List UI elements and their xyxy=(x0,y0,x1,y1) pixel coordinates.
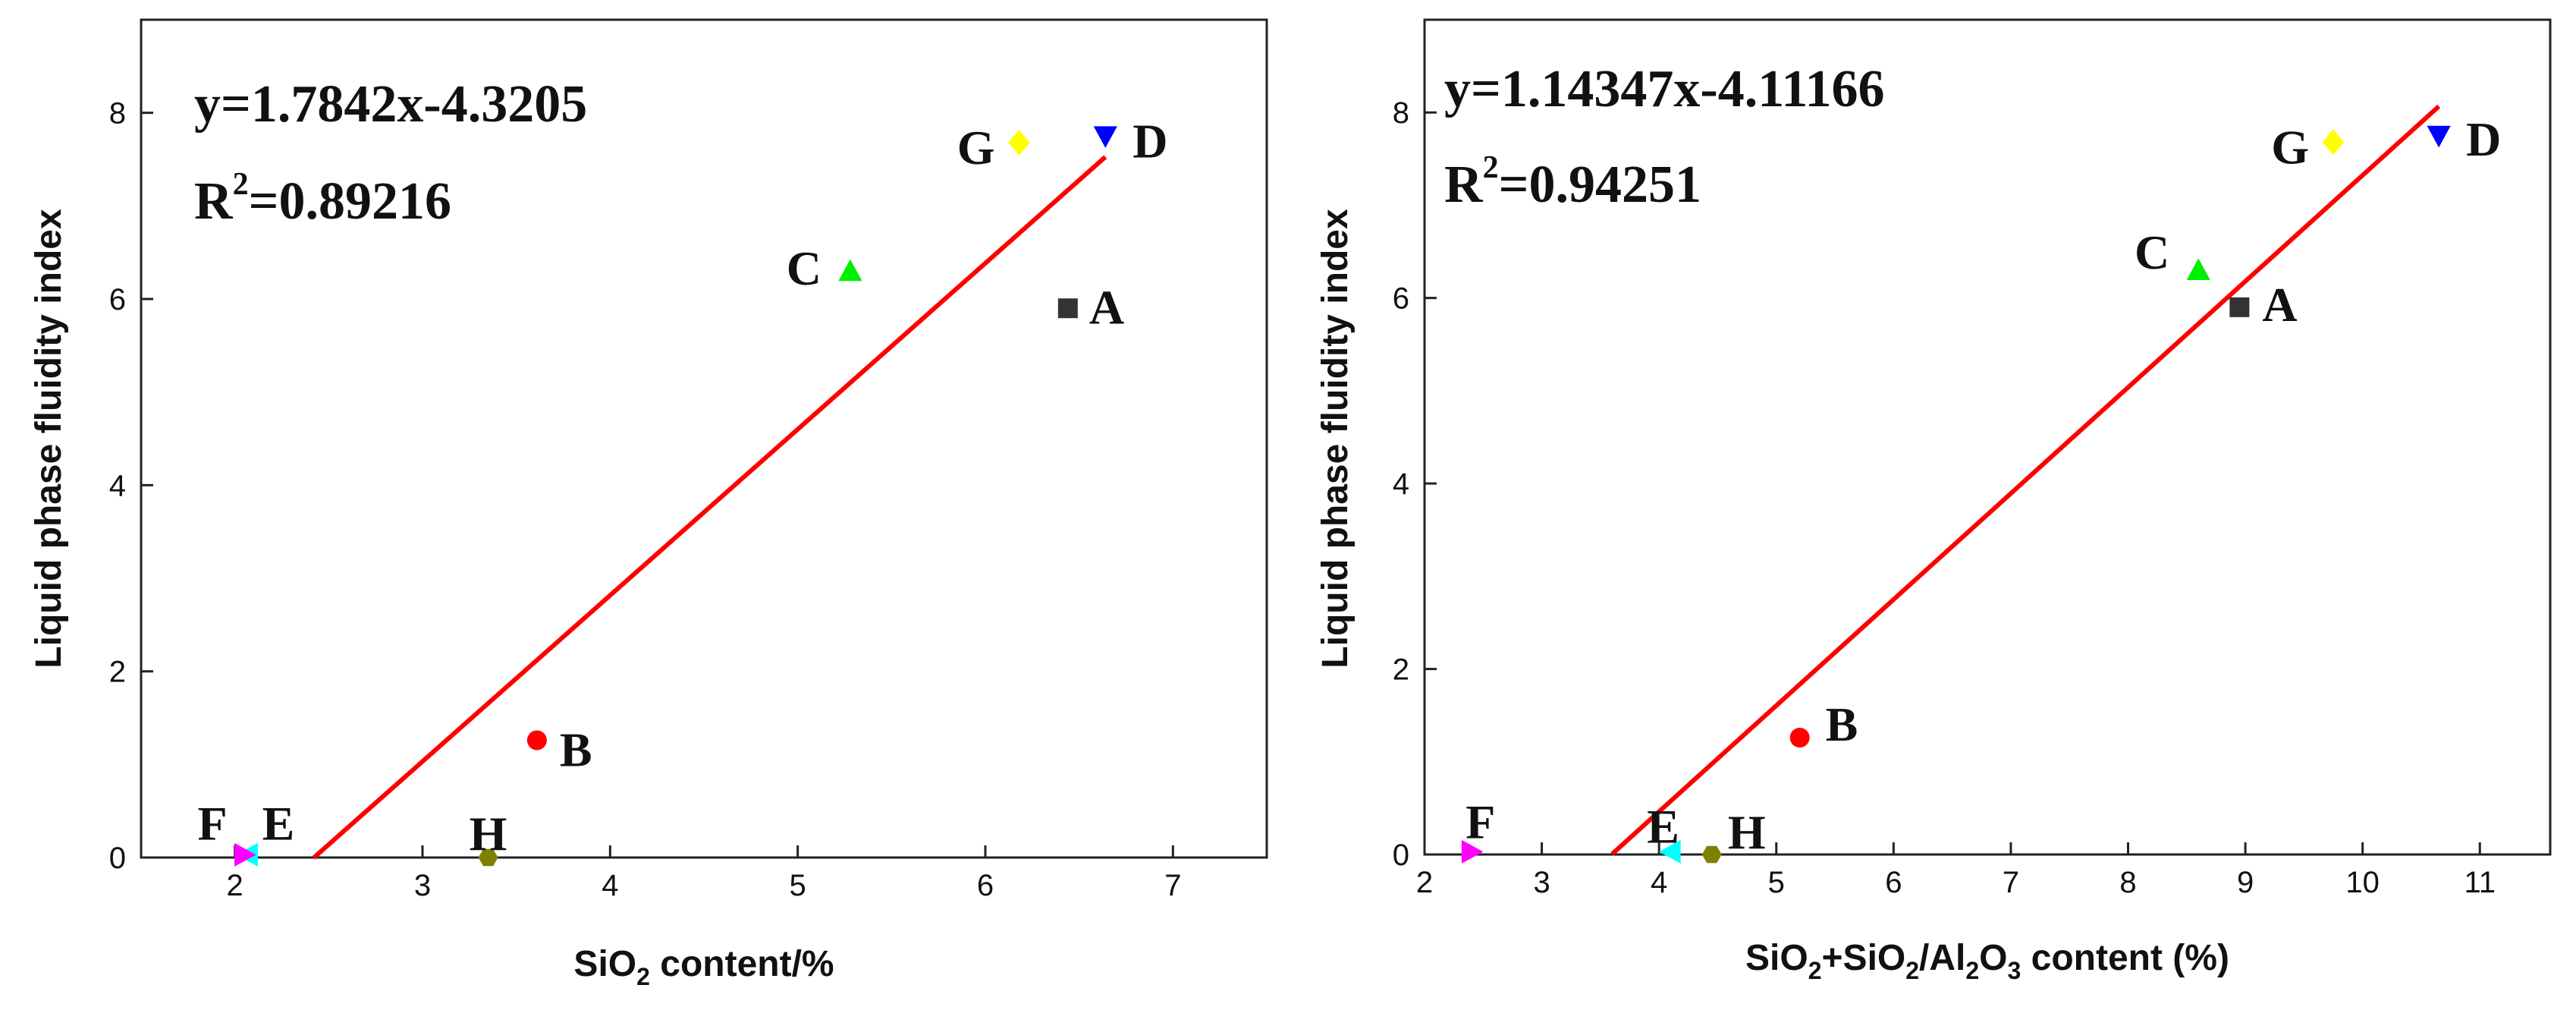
x-tick-label: 5 xyxy=(790,869,806,902)
x-tick-label: 11 xyxy=(2464,866,2496,899)
x-tick-label: 4 xyxy=(602,869,618,902)
plot-area-left xyxy=(140,18,1268,859)
data-point-b xyxy=(526,730,547,751)
chart-left: 2 3 4 5 6 7 0 2 4 6 8 A B C D EF G H y=1.7842x-4.3205 R2… xyxy=(29,18,1268,990)
data-point-c xyxy=(2186,258,2210,280)
x-tick-label: 9 xyxy=(2237,866,2254,899)
r-squared-right: R2=0.94251 xyxy=(1444,150,1701,214)
equation-right: y=1.14347x-4.11166 xyxy=(1444,60,1884,118)
x-tick-label: 7 xyxy=(1164,869,1181,902)
data-point-a xyxy=(1057,298,1078,319)
y-tick-label: 8 xyxy=(109,97,126,131)
y-axis-title-right: Liquid phase fluidity index xyxy=(1315,209,1356,669)
point-label-e: E xyxy=(1647,799,1679,853)
equation-left: y=1.7842x-4.3205 xyxy=(194,75,587,134)
x-tick-label: 7 xyxy=(2003,866,2019,899)
data-point-h xyxy=(478,848,498,867)
point-label-f: F xyxy=(197,796,227,850)
y-axis-title-left: Liquid phase fluidity index xyxy=(29,209,69,669)
fit-line-left xyxy=(312,155,1107,860)
data-point-f xyxy=(234,842,256,867)
point-label-d: D xyxy=(1132,114,1167,168)
x-tick-label: 2 xyxy=(1416,866,1433,899)
x-tick-label: 8 xyxy=(2119,866,2136,899)
r-squared-left: R2=0.89216 xyxy=(194,167,451,231)
y-tick-label: 6 xyxy=(109,283,126,316)
point-label-b: B xyxy=(560,722,592,776)
point-label-g: G xyxy=(2271,120,2309,174)
y-tick-label: 0 xyxy=(109,842,126,875)
point-label-b: B xyxy=(1826,697,1858,751)
point-label-c: C xyxy=(787,241,821,295)
data-point-c xyxy=(838,259,862,282)
point-label-h: H xyxy=(1728,805,1766,859)
point-label-a: A xyxy=(1089,280,1124,334)
points-right: A B C D E F G H xyxy=(1461,112,2501,864)
point-label-f: F xyxy=(1465,795,1495,848)
data-point-b xyxy=(1789,728,1810,747)
x-tick-label: 6 xyxy=(977,869,994,902)
data-point-d xyxy=(2427,125,2451,148)
plot-area-right xyxy=(1423,18,2552,856)
x-tick-label: 2 xyxy=(227,869,243,902)
data-point-h xyxy=(1701,845,1722,864)
x-tick-label: 6 xyxy=(1885,866,1902,899)
x-tick-label: 10 xyxy=(2345,866,2380,899)
x-tick-label: 3 xyxy=(414,869,431,902)
point-label-c: C xyxy=(2135,225,2169,279)
y-tick-label: 2 xyxy=(1393,653,1409,687)
point-label-g: G xyxy=(957,121,995,175)
points-left: A B C D EF G H xyxy=(197,114,1168,867)
x-tick-label: 4 xyxy=(1651,866,1667,899)
x-axis-title-right: SiO2+SiO2/Al2O3 content (%) xyxy=(1745,938,2229,984)
data-point-f xyxy=(1461,839,1484,864)
y-tick-label: 2 xyxy=(109,656,126,689)
x-axis-title-left: SiO2 content/% xyxy=(573,944,834,990)
y-tick-label: 0 xyxy=(1393,839,1409,872)
x-tick-label: 3 xyxy=(1533,866,1550,899)
data-point-d xyxy=(1093,126,1117,148)
data-point-e xyxy=(1659,839,1681,864)
point-label-d: D xyxy=(2466,112,2501,166)
point-label-h: H xyxy=(470,807,507,861)
x-tick-label: 5 xyxy=(1768,866,1785,899)
data-point-g xyxy=(2322,129,2345,156)
y-tick-label: 4 xyxy=(109,469,126,502)
y-tick-label: 8 xyxy=(1393,96,1409,130)
point-label-a: A xyxy=(2262,278,2297,332)
ticks-left: 2 3 4 5 6 7 0 2 4 6 8 xyxy=(109,97,1182,902)
data-point-a xyxy=(2229,297,2250,317)
point-label-e: E xyxy=(262,796,295,850)
fit-line-right xyxy=(1610,104,2441,856)
y-tick-label: 6 xyxy=(1393,282,1409,316)
y-tick-label: 4 xyxy=(1393,467,1409,501)
data-point-g xyxy=(1008,130,1030,156)
